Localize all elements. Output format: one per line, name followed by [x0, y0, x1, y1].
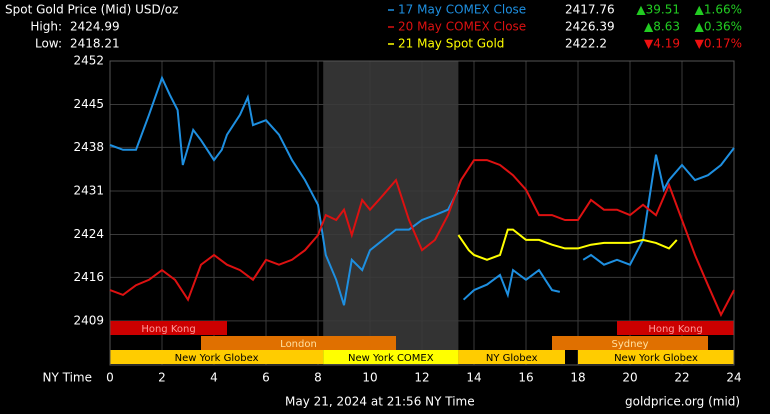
- footer: May 21, 2024 at 21:56 NY Time: [285, 395, 475, 409]
- x-axis-label: NY Time: [43, 371, 93, 385]
- session-label: NY Globex: [486, 353, 538, 364]
- session-label: New York Globex: [175, 353, 259, 364]
- legend-close: 2422.2: [565, 37, 607, 51]
- x-tick-label: 4: [210, 371, 218, 385]
- high-value: 2424.99: [70, 20, 120, 34]
- y-tick-label: 2431: [73, 183, 104, 197]
- session-bar: [323, 350, 459, 364]
- x-tick-label: 16: [518, 371, 533, 385]
- x-tick-label: 18: [570, 371, 585, 385]
- legend-close: 2417.76: [565, 3, 615, 17]
- y-tick-label: 2438: [73, 140, 104, 154]
- session-label: Sydney: [611, 339, 648, 350]
- series-line: [109, 75, 735, 306]
- x-tick-label: 22: [674, 371, 689, 385]
- y-tick-label: 2452: [73, 54, 104, 68]
- session-bar: [458, 350, 565, 364]
- session-label: New York Globex: [614, 353, 698, 364]
- legend-label: 20 May COMEX Close: [398, 20, 526, 34]
- legend-label: 17 May COMEX Close: [398, 3, 526, 17]
- low-value: 2418.21: [70, 37, 120, 51]
- x-tick-label: 12: [414, 371, 429, 385]
- y-tick-label: 2409: [73, 313, 104, 327]
- session-label: London: [280, 339, 317, 350]
- legend-label: 21 May Spot Gold: [398, 37, 504, 51]
- source: goldprice.org (mid): [625, 395, 740, 409]
- y-tick-label: 2445: [73, 97, 104, 111]
- legend-change: ▼4.19: [644, 37, 680, 51]
- session-bar: [110, 350, 324, 364]
- legend-change-pct: ▼0.17%: [695, 37, 742, 51]
- session-bar: [110, 321, 227, 335]
- x-tick-label: 0: [106, 371, 114, 385]
- legend-change: ▲8.63: [644, 20, 680, 34]
- low-label: Low:: [35, 37, 62, 51]
- session-bar: [552, 336, 708, 350]
- session-label: Hong Kong: [648, 324, 702, 335]
- x-tick-label: 14: [466, 371, 481, 385]
- x-tick-label: 2: [158, 371, 166, 385]
- plot-border: [109, 60, 735, 366]
- session-bar: [578, 350, 734, 364]
- y-tick-label: 2424: [73, 227, 104, 241]
- chart-title: Spot Gold Price (Mid) USD/oz: [5, 3, 178, 17]
- x-tick-label: 20: [622, 371, 637, 385]
- x-tick-label: 24: [726, 371, 741, 385]
- session-bar: [201, 336, 396, 350]
- session-bar: [617, 321, 734, 335]
- y-tick-label: 2416: [73, 270, 104, 284]
- x-tick-label: 8: [314, 371, 322, 385]
- high-label: High:: [30, 20, 62, 34]
- session-label: New York COMEX: [348, 353, 434, 364]
- x-tick-label: 10: [362, 371, 377, 385]
- legend-close: 2426.39: [565, 20, 615, 34]
- legend-change-pct: ▲1.66%: [695, 3, 742, 17]
- session-label: Hong Kong: [141, 324, 195, 335]
- x-tick-label: 6: [262, 371, 270, 385]
- series-line: [457, 228, 678, 261]
- series-line: [109, 159, 735, 318]
- legend-change: ▲39.51: [636, 3, 680, 17]
- legend-change-pct: ▲0.36%: [695, 20, 742, 34]
